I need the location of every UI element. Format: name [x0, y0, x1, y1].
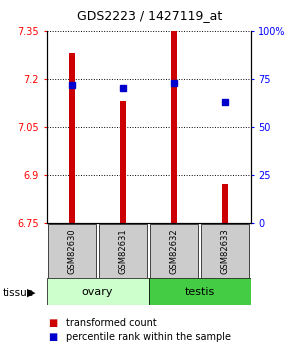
Text: GDS2223 / 1427119_at: GDS2223 / 1427119_at: [77, 9, 223, 22]
Bar: [149, 224, 199, 278]
Text: GSM82633: GSM82633: [220, 228, 230, 274]
Text: ■: ■: [48, 318, 57, 327]
Bar: [69, 53, 75, 223]
Text: GSM82632: GSM82632: [169, 228, 178, 274]
Text: ■: ■: [48, 333, 57, 342]
Text: testis: testis: [184, 287, 214, 296]
Text: percentile rank within the sample: percentile rank within the sample: [66, 333, 231, 342]
Bar: [120, 101, 126, 223]
Bar: [46, 278, 148, 305]
Text: GSM82630: GSM82630: [68, 228, 76, 274]
Text: GSM82631: GSM82631: [118, 228, 127, 274]
Bar: [148, 278, 250, 305]
Text: tissue: tissue: [3, 288, 34, 297]
Bar: [171, 31, 177, 223]
Bar: [98, 224, 148, 278]
Bar: [222, 184, 228, 223]
Text: ovary: ovary: [82, 287, 113, 296]
Text: transformed count: transformed count: [66, 318, 157, 327]
Text: ▶: ▶: [27, 288, 36, 297]
Bar: [200, 224, 250, 278]
Bar: [47, 224, 97, 278]
